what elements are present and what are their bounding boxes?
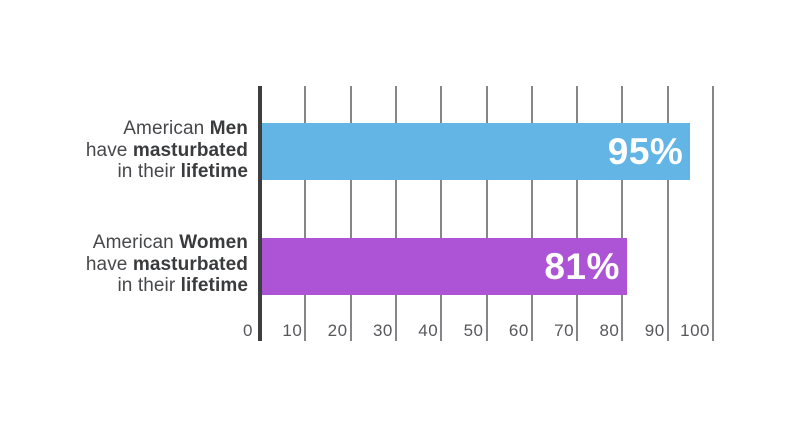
category-label-line: have masturbated — [85, 139, 248, 161]
category-label-american-women: American Women have masturbated in their l… — [0, 232, 248, 297]
gridline-80 — [621, 86, 624, 341]
x-tick-label-90: 90 — [644, 321, 665, 340]
gridline-70 — [576, 86, 579, 341]
gridline-60 — [530, 86, 533, 341]
bar-value-label-american-women: 81% — [544, 246, 620, 287]
x-tick-label-30: 30 — [372, 321, 393, 340]
bar-american-women: 81% — [260, 238, 627, 295]
plot-area: 95% 81% — [258, 86, 714, 341]
category-label-line: in their lifetime — [117, 161, 248, 182]
x-tick-label-70: 70 — [554, 321, 575, 340]
category-label-line: American Women — [92, 232, 248, 253]
x-tick-label-50: 50 — [463, 321, 484, 340]
x-tick-label-100: 100 — [680, 321, 710, 340]
gridline-40 — [440, 86, 443, 341]
y-axis-line — [258, 86, 262, 341]
x-tick-label-60: 60 — [508, 321, 529, 340]
gridline-20 — [349, 86, 352, 341]
x-tick-label-10: 10 — [282, 321, 303, 340]
gridline-90 — [666, 86, 669, 341]
x-tick-label-80: 80 — [599, 321, 620, 340]
category-label-american-men: American Men have masturbated in their lif… — [0, 118, 248, 183]
gridline-50 — [485, 86, 488, 341]
category-label-line: in their lifetime — [117, 275, 248, 296]
category-label-line: American Men — [123, 118, 248, 139]
bar-value-label-american-men: 95% — [607, 131, 684, 172]
gridline-10 — [304, 86, 307, 341]
bar-american-men: 95% — [260, 123, 691, 180]
x-tick-label-40: 40 — [418, 321, 439, 340]
category-label-line: have masturbated — [85, 253, 248, 275]
x-tick-label-0: 0 — [243, 321, 253, 340]
gridline-100 — [712, 86, 714, 341]
x-tick-label-20: 20 — [327, 321, 348, 340]
gridline-30 — [394, 86, 397, 341]
